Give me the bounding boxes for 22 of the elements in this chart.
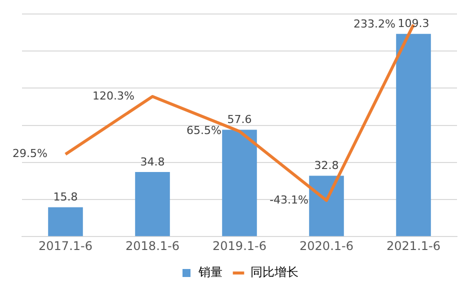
data-label: 57.6 <box>227 113 252 126</box>
bar <box>48 207 83 236</box>
data-label: 120.3% <box>92 89 134 102</box>
x-tick-label: 2019.1-6 <box>212 238 266 253</box>
data-label: 29.5% <box>12 147 48 160</box>
data-label: 65.5% <box>186 124 222 138</box>
data-label: 233.2% <box>354 18 396 31</box>
data-label: 34.8 <box>140 155 165 168</box>
bar <box>309 176 344 236</box>
bar <box>222 130 257 236</box>
bar <box>396 34 431 236</box>
data-label: 109.3 <box>398 17 430 30</box>
x-tick-label: 2017.1-6 <box>38 238 92 253</box>
legend-label: 销量 <box>198 265 222 280</box>
bar <box>135 172 170 236</box>
x-tick-label: 2018.1-6 <box>126 238 180 253</box>
data-label: -43.1% <box>270 193 308 206</box>
legend-label: 同比增长 <box>250 265 298 280</box>
x-tick-label: 2021.1-6 <box>386 238 440 253</box>
data-label: 15.8 <box>53 190 78 204</box>
x-tick-label: 2020.1-6 <box>300 238 354 253</box>
data-label: 32.8 <box>314 159 339 172</box>
